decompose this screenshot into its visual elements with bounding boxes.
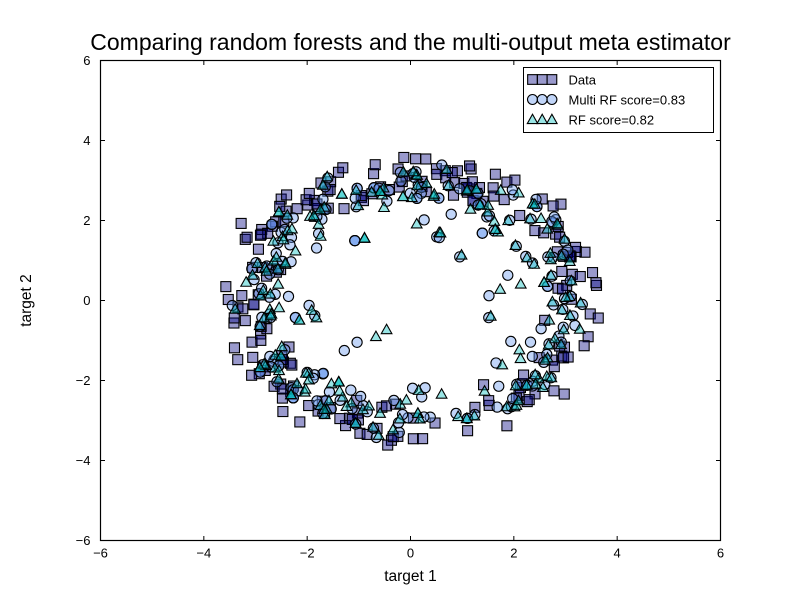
svg-text:target 1: target 1 xyxy=(384,568,437,585)
svg-text:−6: −6 xyxy=(93,546,108,561)
svg-text:Comparing random forests and t: Comparing random forests and the multi-o… xyxy=(90,29,731,55)
svg-text:−4: −4 xyxy=(76,453,91,468)
svg-text:4: 4 xyxy=(83,133,90,148)
svg-text:−4: −4 xyxy=(196,546,211,561)
svg-text:−6: −6 xyxy=(76,533,91,548)
svg-text:0: 0 xyxy=(83,293,90,308)
svg-text:4: 4 xyxy=(614,546,621,561)
svg-text:2: 2 xyxy=(510,546,517,561)
svg-text:target 2: target 2 xyxy=(18,274,35,327)
svg-text:6: 6 xyxy=(83,53,90,68)
svg-text:6: 6 xyxy=(717,546,724,561)
svg-text:0: 0 xyxy=(407,546,414,561)
svg-text:Multi RF score=0.83: Multi RF score=0.83 xyxy=(569,93,686,108)
svg-text:−2: −2 xyxy=(300,546,315,561)
svg-text:2: 2 xyxy=(83,213,90,228)
svg-text:Data: Data xyxy=(569,73,597,88)
svg-text:−2: −2 xyxy=(76,373,91,388)
svg-text:RF score=0.82: RF score=0.82 xyxy=(569,113,655,128)
